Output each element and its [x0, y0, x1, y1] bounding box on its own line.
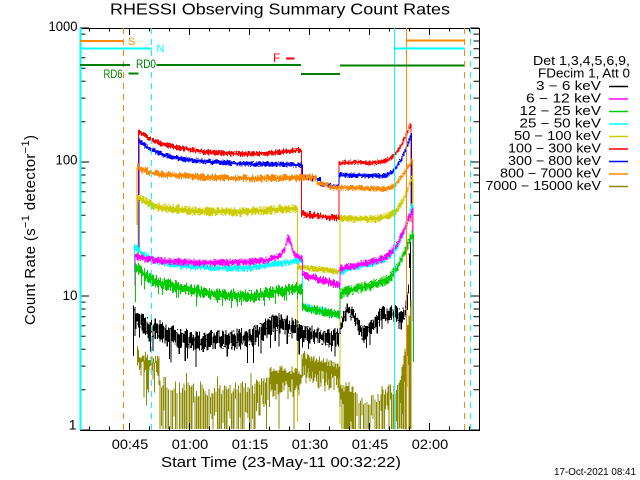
svg-text:50 − 100 keV: 50 − 100 keV [514, 129, 602, 143]
svg-text:3 − 6 keV: 3 − 6 keV [536, 79, 602, 93]
svg-text:Start Time (23-May-11 00:32:22: Start Time (23-May-11 00:32:22) [161, 454, 401, 471]
svg-text:25 − 50 keV: 25 − 50 keV [520, 117, 602, 131]
svg-text:01:15: 01:15 [232, 436, 269, 452]
svg-text:01:30: 01:30 [292, 436, 329, 452]
svg-text:S: S [128, 36, 135, 48]
svg-text:7000 − 15000 keV: 7000 − 15000 keV [486, 179, 602, 193]
svg-text:Det 1,3,4,5,6,9,: Det 1,3,4,5,6,9, [533, 54, 630, 68]
svg-text:F: F [273, 51, 280, 65]
svg-text:100: 100 [56, 152, 78, 168]
svg-text:10: 10 [63, 287, 78, 303]
svg-text:300 − 800 keV: 300 − 800 keV [508, 154, 602, 168]
svg-text:Count Rate (s−1 detector−1): Count Rate (s−1 detector−1) [20, 135, 39, 325]
svg-text:01:45: 01:45 [352, 436, 389, 452]
svg-text:17-Oct-2021 08:41: 17-Oct-2021 08:41 [554, 467, 636, 478]
svg-text:FDecim 1, Att 0: FDecim 1, Att 0 [538, 67, 630, 81]
svg-text:100 − 300 keV: 100 − 300 keV [508, 142, 602, 156]
svg-text:02:00: 02:00 [412, 436, 449, 452]
svg-text:01:00: 01:00 [172, 436, 209, 452]
svg-text:6 − 12 keV: 6 − 12 keV [526, 92, 602, 106]
svg-text:00:45: 00:45 [112, 436, 149, 452]
svg-text:RD0: RD0 [136, 57, 156, 71]
svg-text:1000: 1000 [49, 18, 78, 34]
svg-text:1: 1 [69, 417, 77, 433]
svg-text:800 − 7000 keV: 800 − 7000 keV [500, 167, 602, 181]
svg-text:RD6: RD6 [104, 67, 123, 81]
svg-text:RHESSI Observing Summary Count: RHESSI Observing Summary Count Rates [110, 2, 450, 19]
svg-text:N: N [157, 43, 165, 55]
svg-text:12 − 25 keV: 12 − 25 keV [520, 104, 602, 118]
